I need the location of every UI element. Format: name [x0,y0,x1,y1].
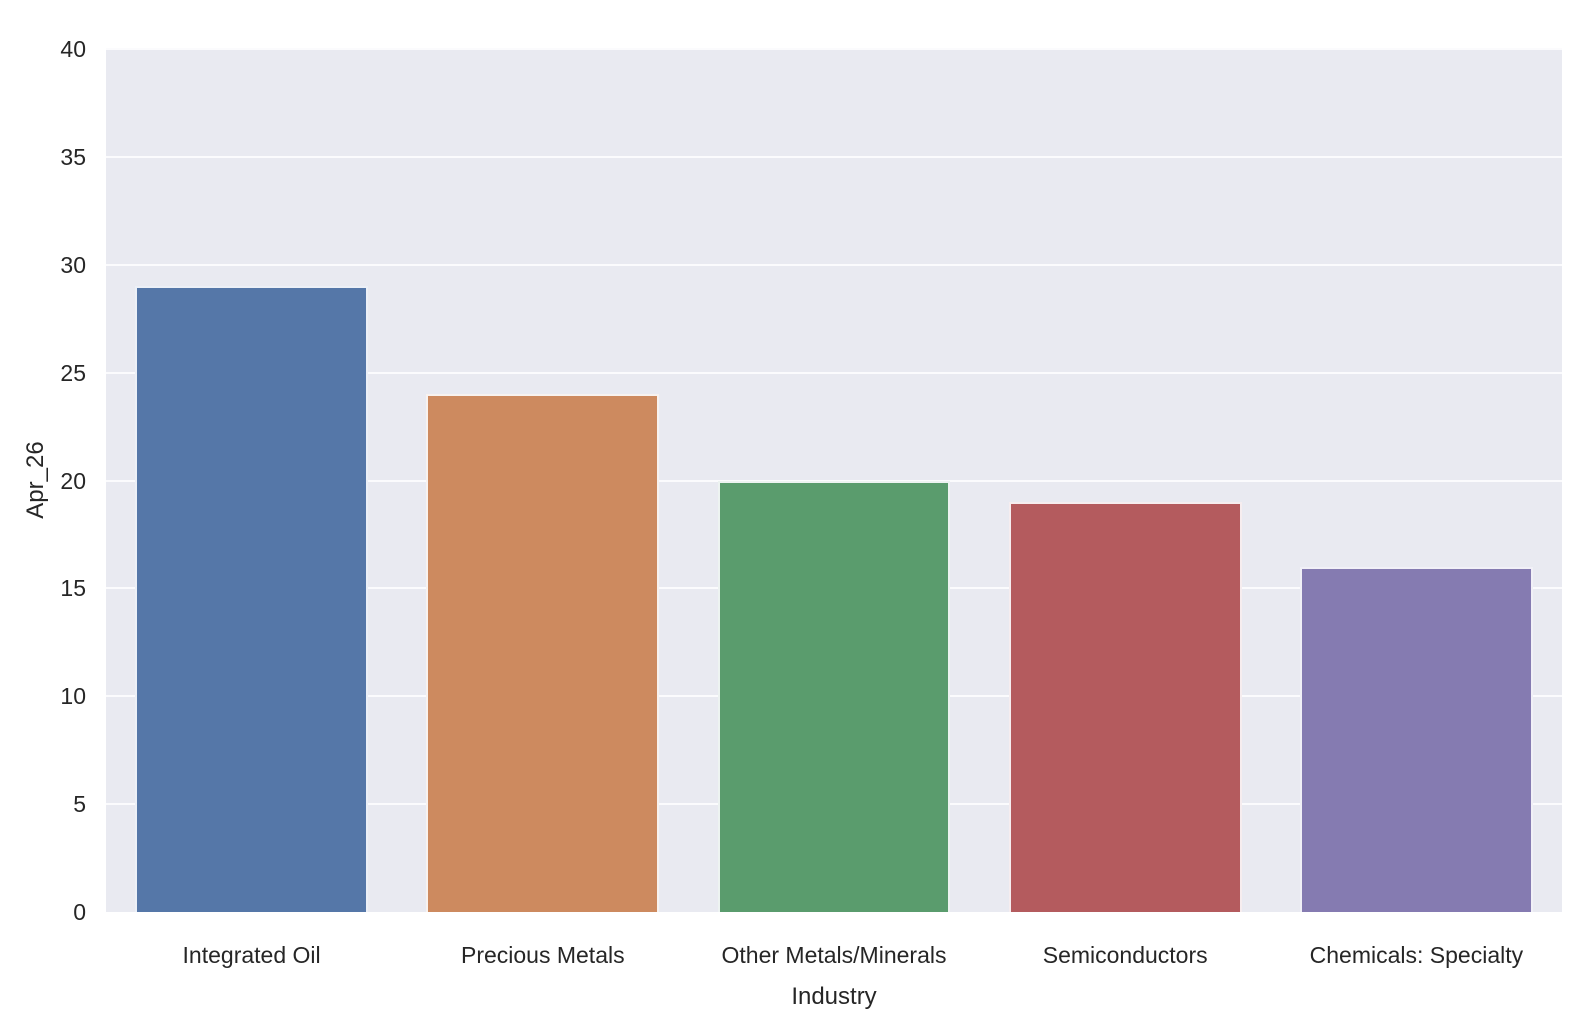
y-tick-label-25: 25 [60,359,86,386]
x-axis-label: Industry [791,983,877,1010]
gridline-y-35 [106,155,1562,158]
x-tick-label-chemicals-specialty: Chemicals: Specialty [1309,942,1524,968]
bar-chemicals-specialty [1299,566,1533,912]
plot-area [106,48,1562,912]
gridline-y-25 [106,371,1562,374]
x-tick-label-precious-metals: Precious Metals [460,942,625,968]
y-tick-label-0: 0 [73,899,86,925]
y-tick-label-15: 15 [60,575,86,602]
y-tick-label-35: 35 [60,143,86,170]
bar-integrated-oil [135,286,369,912]
gridline-y-40 [106,48,1562,50]
gridline-y-30 [106,263,1562,266]
x-tick-label-integrated-oil: Integrated Oil [182,942,321,968]
bar-other-metals-minerals [717,480,951,912]
y-tick-label-40: 40 [60,36,86,62]
y-tick-label-10: 10 [60,683,86,710]
x-tick-label-other-metals-minerals: Other Metals/Minerals [721,942,947,968]
y-tick-label-30: 30 [60,251,86,278]
x-tick-label-semiconductors: Semiconductors [1042,942,1208,968]
bar-precious-metals [426,394,660,912]
y-tick-label-20: 20 [60,467,86,494]
y-tick-label-5: 5 [73,791,86,818]
bar-semiconductors [1008,502,1242,912]
